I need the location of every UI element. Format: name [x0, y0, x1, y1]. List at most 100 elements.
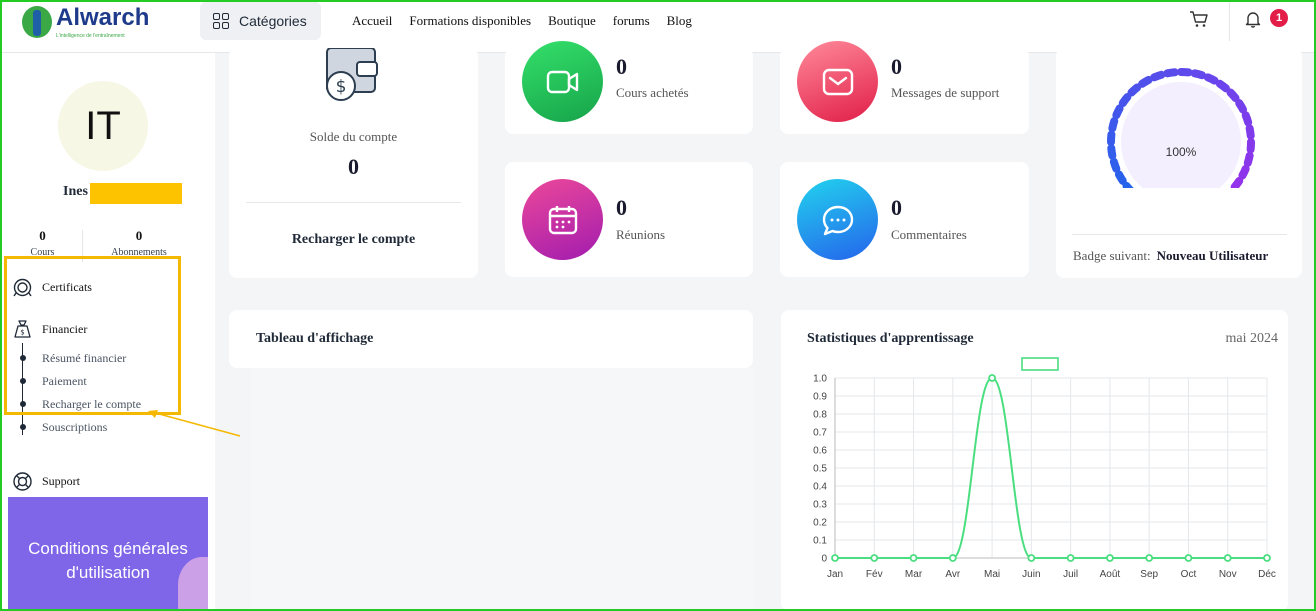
cart-icon[interactable] — [1189, 10, 1209, 28]
courses-label: Cours achetés — [616, 85, 689, 100]
x-tick-label: Jan — [827, 569, 843, 580]
redaction-box — [90, 183, 182, 204]
badge-progress-percent: 100% — [1165, 145, 1197, 159]
sidebar-item-certificats[interactable]: Certificats — [12, 277, 92, 298]
gauge-segment — [1241, 111, 1253, 127]
balance-value: 0 — [348, 154, 359, 179]
sidebar-item-label: Support — [42, 474, 81, 488]
gauge-segment — [1107, 144, 1117, 160]
submenu-paiement[interactable]: Paiement — [19, 374, 141, 397]
nav-link-formations[interactable]: Formations disponibles — [409, 13, 532, 28]
gauge-segment — [1118, 93, 1132, 108]
balance-divider — [246, 202, 461, 203]
wallet-icon: $ — [326, 48, 378, 101]
submenu-resume-financier[interactable]: Résumé financier — [19, 351, 141, 374]
bulletin-board-title: Tableau d'affichage — [256, 331, 374, 346]
logo-tagline: L'intelligence de l'entraînement — [56, 33, 125, 39]
nav-link-boutique[interactable]: Boutique — [548, 13, 596, 28]
y-tick-label: 0.9 — [813, 392, 827, 403]
comments-card: 0 Commentaires — [780, 162, 1029, 277]
legend-swatch[interactable] — [1021, 357, 1059, 371]
sidebar-item-financier[interactable]: $ Financier — [12, 319, 87, 340]
gauge-segment — [1215, 79, 1230, 93]
badge-progress-gauge — [1107, 68, 1255, 188]
x-tick-label: Mai — [984, 569, 1000, 580]
learning-stats-card: Statistiques d'apprentissage mai 2024 0 0… — [781, 310, 1288, 611]
y-tick-label: 0.4 — [813, 482, 827, 493]
meetings-card: 0 Réunions — [505, 162, 753, 277]
sidebar-item-support[interactable]: Support — [12, 471, 80, 492]
data-point[interactable] — [1184, 554, 1193, 562]
terms-banner-text: Conditions générales d'utilisation — [28, 539, 188, 582]
x-tick-label: Mar — [905, 569, 923, 580]
comments-value: 0 — [891, 195, 902, 220]
gauge-segment — [1190, 69, 1206, 80]
nav-link-blog[interactable]: Blog — [666, 13, 692, 28]
messages-label: Messages de support — [891, 85, 1000, 100]
submenu-recharger-compte[interactable]: Recharger le compte — [19, 397, 141, 420]
gauge-segment — [1112, 104, 1124, 120]
next-badge-value: Nouveau Utilisateur — [1156, 248, 1269, 263]
banner-decoration — [178, 557, 208, 611]
x-tick-label: Juin — [1022, 569, 1040, 580]
learning-stats-date[interactable]: mai 2024 — [1225, 331, 1279, 346]
terms-banner[interactable]: Conditions générales d'utilisation — [8, 497, 208, 611]
gauge-segment — [1163, 68, 1179, 78]
categories-label: Catégories — [239, 13, 307, 29]
categories-button[interactable]: Catégories — [200, 2, 321, 40]
svg-text:$: $ — [20, 329, 24, 337]
y-tick-label: 0.6 — [813, 446, 827, 457]
comments-label: Commentaires — [891, 227, 967, 242]
gauge-segment — [1150, 70, 1166, 82]
svg-text:$: $ — [336, 77, 347, 97]
y-tick-label: 0 — [821, 554, 827, 565]
video-icon — [522, 41, 603, 122]
data-point[interactable] — [1027, 554, 1036, 562]
nav-link-accueil[interactable]: Accueil — [352, 13, 393, 28]
data-point[interactable] — [1066, 554, 1075, 562]
learning-stats-title: Statistiques d'apprentissage — [807, 331, 974, 346]
stats-divider — [82, 230, 83, 262]
gauge-segment — [1238, 164, 1250, 180]
stat-cours-label: Cours — [30, 247, 55, 258]
badge-progress-card: 100% Badge suivant: Nouveau Utilisateur — [1056, 48, 1302, 278]
submenu-souscriptions[interactable]: Souscriptions — [19, 420, 141, 443]
site-logo[interactable]: Alwarch L'intelligence de l'entraînement — [22, 4, 172, 44]
mail-icon — [797, 41, 878, 122]
data-point[interactable] — [1223, 554, 1232, 562]
y-tick-label: 0.2 — [813, 518, 827, 529]
y-tick-label: 0.3 — [813, 500, 827, 511]
data-point[interactable] — [1263, 554, 1271, 562]
data-point[interactable] — [909, 554, 918, 562]
stat-abonnements: 0 Abonnements — [103, 228, 175, 258]
data-point[interactable] — [948, 554, 957, 562]
y-tick-label: 0.8 — [813, 410, 827, 421]
x-tick-label: Déc — [1258, 569, 1276, 580]
nav-link-forums[interactable]: forums — [612, 13, 650, 28]
avatar[interactable]: IT — [58, 81, 148, 171]
data-point[interactable] — [870, 554, 879, 562]
sidebar-item-label: Certificats — [42, 280, 92, 294]
sidebar-item-label: Financier — [42, 322, 88, 336]
recharge-account-link[interactable]: Recharger le compte — [291, 232, 416, 247]
x-tick-label: Fév — [866, 569, 883, 580]
bell-icon[interactable] — [1244, 10, 1262, 28]
certificate-icon — [13, 278, 32, 297]
messages-card: 0 Messages de support — [780, 41, 1029, 134]
x-tick-label: Oct — [1181, 569, 1197, 580]
chat-bubble-icon — [797, 179, 878, 260]
y-tick-label: 0.7 — [813, 428, 827, 439]
x-tick-label: Avr — [945, 569, 960, 580]
next-badge-label: Badge suivant: — [1073, 248, 1151, 263]
data-point[interactable] — [1145, 554, 1154, 562]
data-point[interactable] — [1106, 554, 1114, 562]
balance-label: Solde du compte — [309, 129, 398, 144]
next-badge: Badge suivant: Nouveau Utilisateur — [1073, 248, 1268, 264]
data-point[interactable] — [831, 554, 839, 562]
stat-cours: 0 Cours — [15, 228, 70, 258]
data-point[interactable] — [988, 374, 996, 382]
gauge-inner — [1121, 82, 1241, 188]
financial-submenu: Résumé financier Paiement Recharger le c… — [19, 351, 141, 443]
gauge-segment — [1122, 181, 1134, 188]
gauge-segment — [1230, 176, 1244, 188]
